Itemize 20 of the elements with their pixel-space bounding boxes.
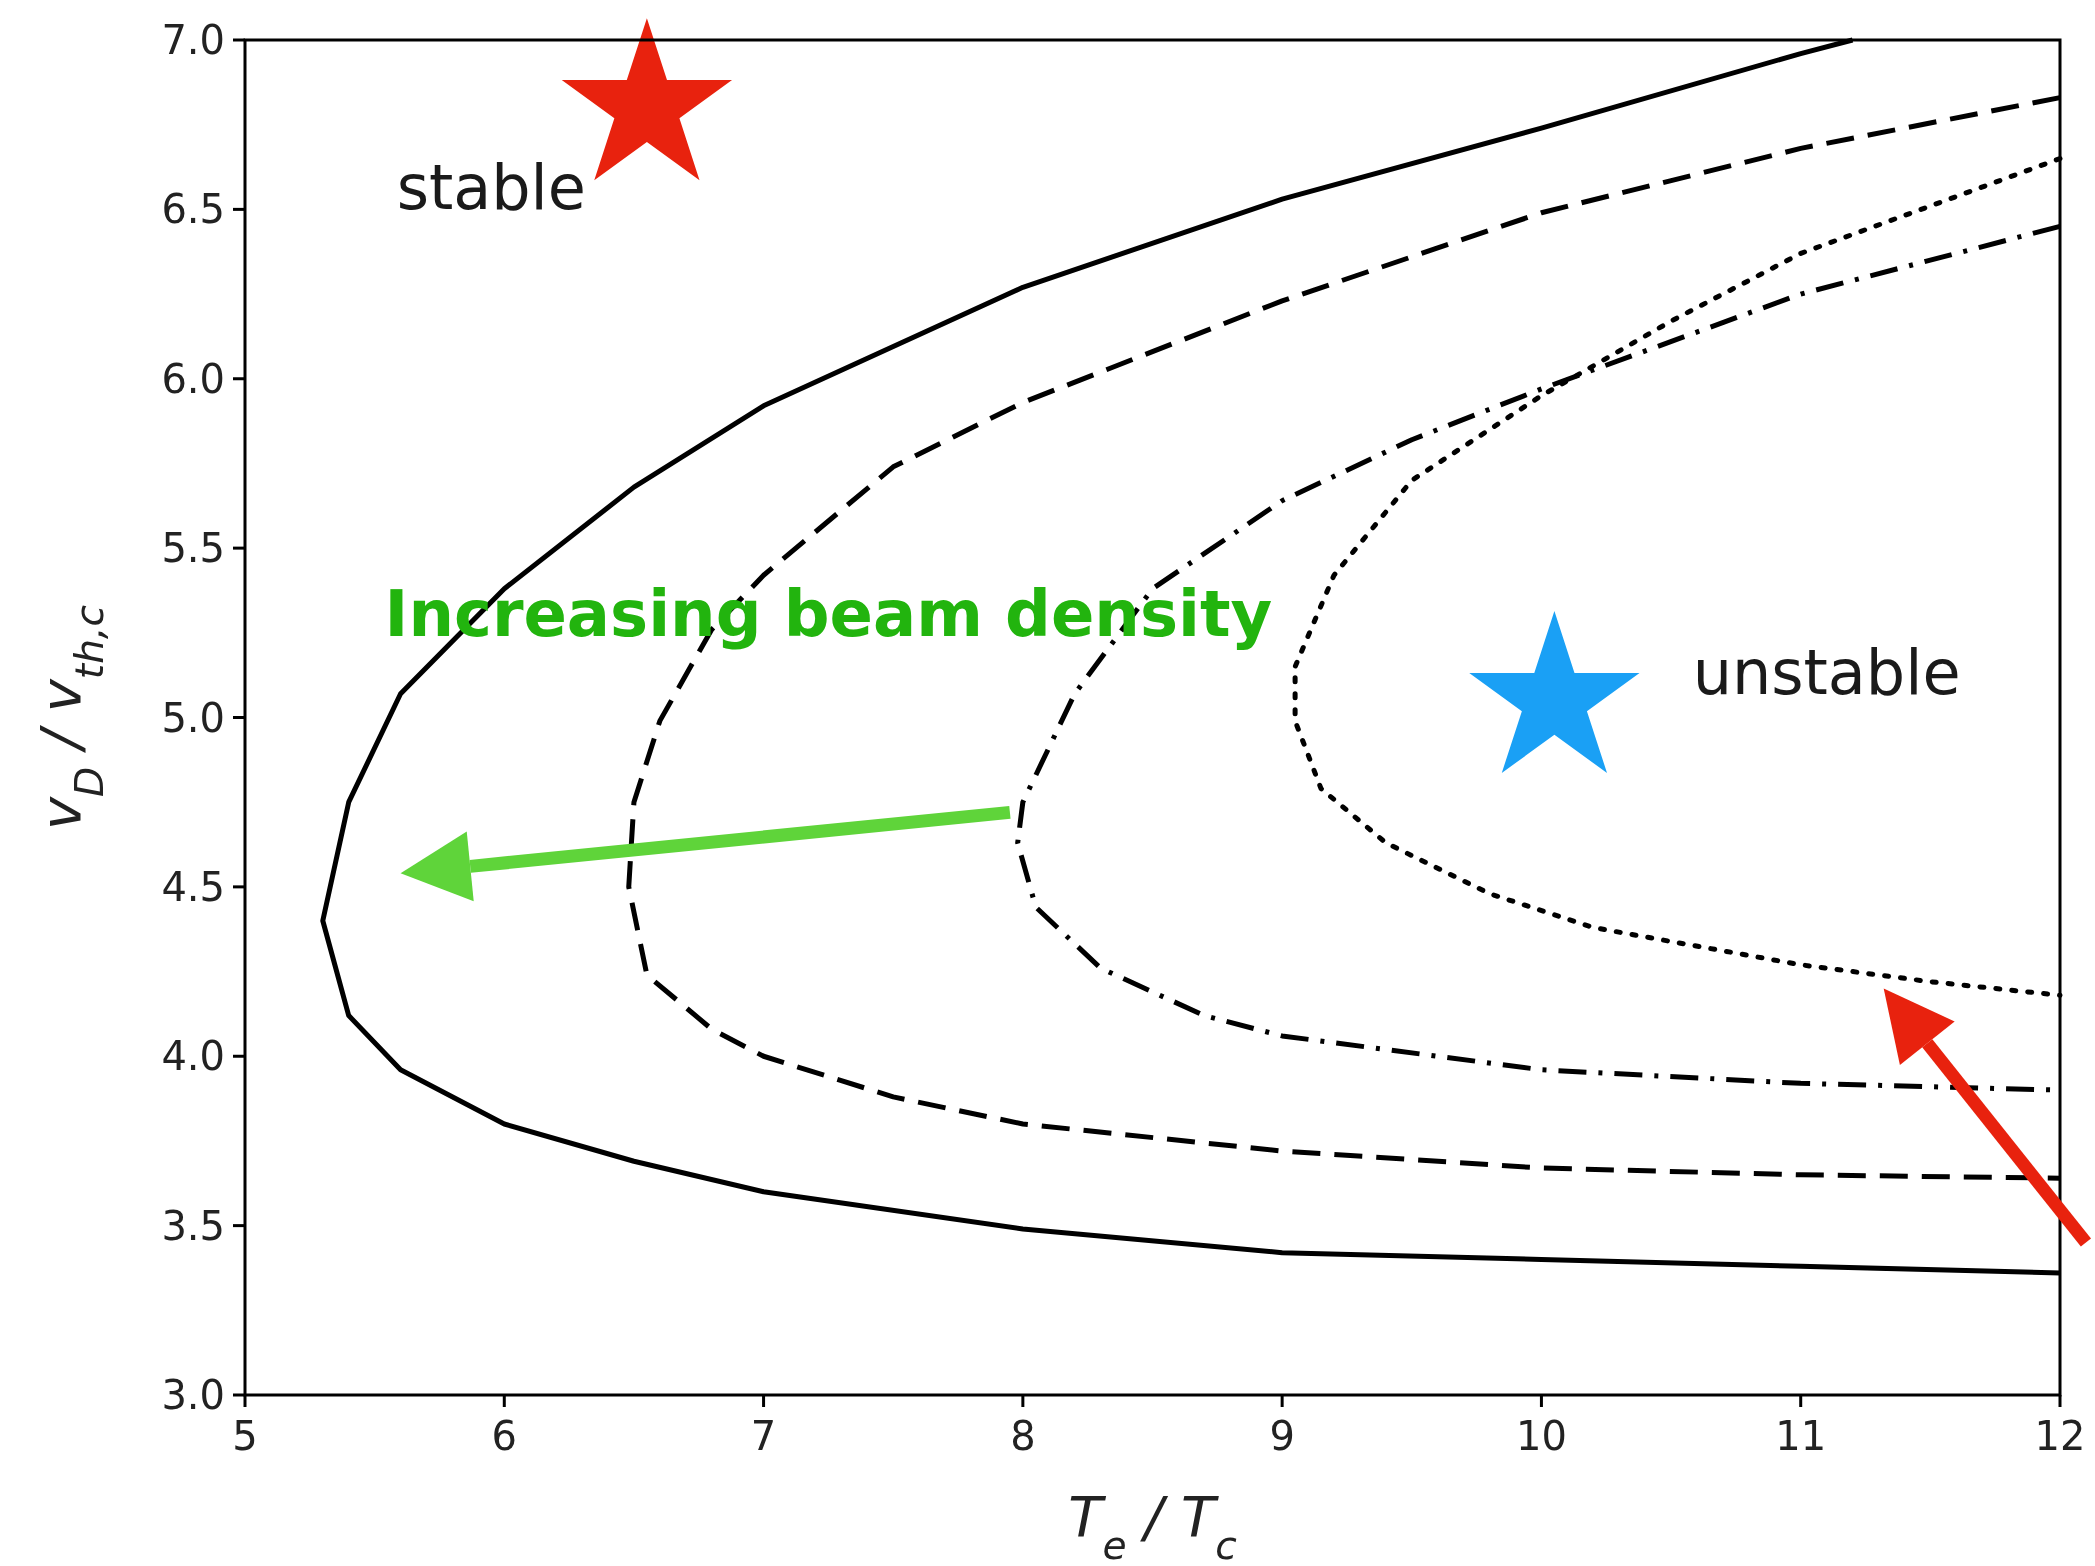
y-tick-label: 6.0 <box>161 355 225 402</box>
y-tick-label: 7.0 <box>161 17 225 63</box>
y-tick-label: 5.0 <box>161 694 225 741</box>
y-tick-label: 4.5 <box>161 863 225 910</box>
x-tick-label: 6 <box>491 1413 518 1459</box>
x-tick-label: 10 <box>1515 1413 1567 1459</box>
x-tick-label: 7 <box>750 1413 777 1459</box>
y-tick-label: 3.5 <box>161 1202 225 1249</box>
y-tick-label: 6.5 <box>161 186 225 233</box>
x-tick-label: 9 <box>1269 1413 1295 1459</box>
x-tick-label: 12 <box>2034 1413 2086 1459</box>
x-tick-label: 8 <box>1010 1413 1036 1459</box>
x-tick-label: 5 <box>232 1413 258 1459</box>
x-tick-label: 11 <box>1775 1413 1827 1459</box>
annotation: stable <box>396 151 586 225</box>
x-axis-title: T$_{e}$ / T$_{c}$ <box>1068 1484 1238 1566</box>
y-tick-label: 4.0 <box>161 1033 225 1080</box>
annotation: unstable <box>1692 635 1961 709</box>
y-tick-label: 3.0 <box>161 1372 225 1418</box>
y-tick-label: 5.5 <box>161 525 225 572</box>
